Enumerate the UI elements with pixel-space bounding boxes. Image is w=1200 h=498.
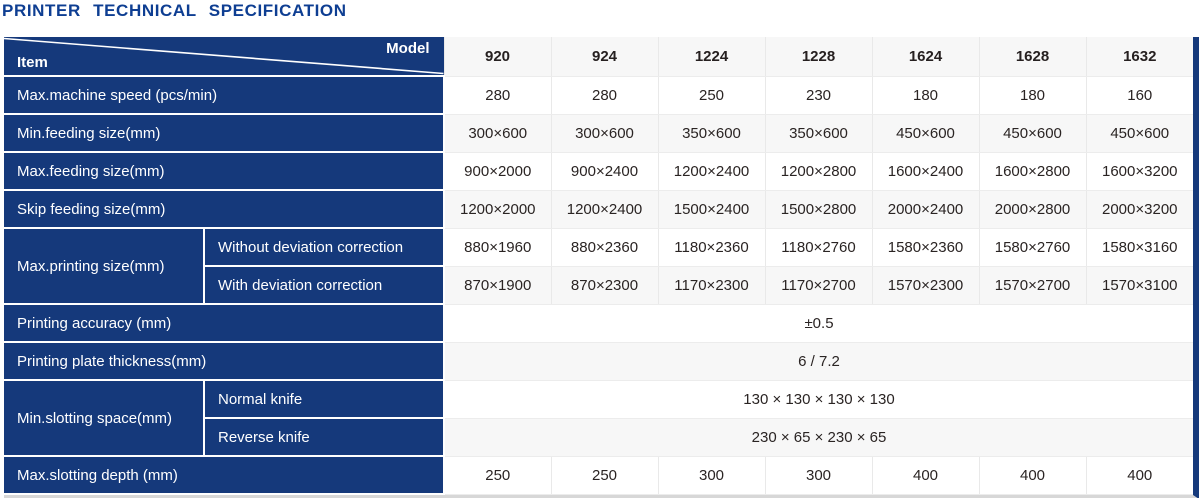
spec-value: 870×1900 xyxy=(443,266,551,305)
spec-value: 2000×2800 xyxy=(978,190,1086,229)
spec-value: 400 xyxy=(1085,456,1193,495)
spec-value: 1200×2000 xyxy=(443,190,551,229)
spec-value: 400 xyxy=(978,456,1086,495)
table-row: Printing plate thickness(mm) 6 / 7.2 xyxy=(4,342,1193,381)
spec-value: 1600×2800 xyxy=(978,152,1086,191)
table-row: Printing accuracy (mm) ±0.5 xyxy=(4,304,1193,343)
spec-value: 1180×2760 xyxy=(764,228,872,267)
spec-value: 250 xyxy=(550,456,658,495)
model-header: 1628 xyxy=(978,37,1086,77)
spec-value: 1200×2800 xyxy=(764,152,872,191)
diagonal-divider-line xyxy=(4,37,444,75)
spec-value: 160 xyxy=(1085,76,1193,115)
spec-value: 300×600 xyxy=(550,114,658,153)
spec-value: 870×2300 xyxy=(550,266,658,305)
spec-value: 450×600 xyxy=(978,114,1086,153)
spec-value: 300 xyxy=(764,456,872,495)
spec-value: 1600×3200 xyxy=(1085,152,1193,191)
model-header: 1224 xyxy=(657,37,765,77)
table-row: Min.slotting space(mm) Normal knife 130 … xyxy=(4,380,1193,457)
spec-value: 1580×2760 xyxy=(978,228,1086,267)
spec-value: 2000×2400 xyxy=(871,190,979,229)
table-row: Max.feeding size(mm) 900×2000 900×2400 1… xyxy=(4,152,1193,191)
spec-value: 300×600 xyxy=(443,114,551,153)
row-label: Skip feeding size(mm) xyxy=(4,190,445,229)
spec-value: 1200×2400 xyxy=(550,190,658,229)
row-sublabel: Reverse knife xyxy=(204,418,445,457)
spec-value-merged: 6 / 7.2 xyxy=(443,342,1193,381)
spec-value: 180 xyxy=(871,76,979,115)
spec-value: 250 xyxy=(443,456,551,495)
spec-value: 280 xyxy=(550,76,658,115)
row-sublabel: Normal knife xyxy=(204,380,445,419)
corner-model-label: Model xyxy=(386,40,430,57)
spec-value: 180 xyxy=(978,76,1086,115)
spec-value: 1570×3100 xyxy=(1085,266,1193,305)
spec-value: 400 xyxy=(871,456,979,495)
table-row: With deviation correction 870×1900 870×2… xyxy=(4,266,1193,305)
header-row: Item Model 920 924 1224 1228 1624 1628 1… xyxy=(4,37,1193,77)
spec-value: 1180×2360 xyxy=(657,228,765,267)
table-row: Max.printing size(mm) Without deviation … xyxy=(4,228,1193,305)
spec-value: 280 xyxy=(443,76,551,115)
spec-value: 900×2000 xyxy=(443,152,551,191)
row-label: Min.slotting space(mm) xyxy=(4,380,205,457)
spec-value-merged: 130 × 130 × 130 × 130 xyxy=(443,380,1193,419)
spec-value: 1570×2300 xyxy=(871,266,979,305)
corner-cell: Item Model xyxy=(4,37,444,77)
spec-value: 900×2400 xyxy=(550,152,658,191)
row-sublabel: Without deviation correction xyxy=(204,228,445,267)
model-header: 920 xyxy=(443,37,551,77)
row-label: Printing accuracy (mm) xyxy=(4,304,445,343)
spec-value: 300 xyxy=(657,456,765,495)
spec-value: 1600×2400 xyxy=(871,152,979,191)
table-row: Max.machine speed (pcs/min) 280 280 250 … xyxy=(4,76,1193,115)
page-title: PRINTER TECHNICAL SPECIFICATION xyxy=(2,1,347,20)
spec-value: 1170×2300 xyxy=(657,266,765,305)
corner-item-label: Item xyxy=(17,54,48,71)
spec-value: 350×600 xyxy=(764,114,872,153)
spec-value-merged: ±0.5 xyxy=(443,304,1193,343)
spec-value: 1580×2360 xyxy=(871,228,979,267)
model-header: 1228 xyxy=(764,37,872,77)
spec-value: 1580×3160 xyxy=(1085,228,1193,267)
table-row: Max.slotting depth (mm) 250 250 300 300 … xyxy=(4,456,1193,495)
row-sublabel: With deviation correction xyxy=(204,266,445,305)
row-label: Min.feeding size(mm) xyxy=(4,114,445,153)
spec-table: Item Model 920 924 1224 1228 1624 1628 1… xyxy=(4,37,1193,495)
spec-value: 250 xyxy=(657,76,765,115)
spec-value: 450×600 xyxy=(871,114,979,153)
spec-value: 880×1960 xyxy=(443,228,551,267)
spec-value: 1200×2400 xyxy=(657,152,765,191)
model-header: 924 xyxy=(550,37,658,77)
spec-value: 350×600 xyxy=(657,114,765,153)
spec-value: 1170×2700 xyxy=(764,266,872,305)
spec-value: 1570×2700 xyxy=(978,266,1086,305)
model-header: 1624 xyxy=(871,37,979,77)
spec-table-container: Item Model 920 924 1224 1228 1624 1628 1… xyxy=(4,37,1199,498)
spec-value-merged: 230 × 65 × 230 × 65 xyxy=(443,418,1193,457)
row-label: Max.feeding size(mm) xyxy=(4,152,445,191)
table-row: Min.feeding size(mm) 300×600 300×600 350… xyxy=(4,114,1193,153)
spec-value: 2000×3200 xyxy=(1085,190,1193,229)
row-label: Max.slotting depth (mm) xyxy=(4,456,445,495)
table-row: Reverse knife 230 × 65 × 230 × 65 xyxy=(4,418,1193,457)
spec-value: 450×600 xyxy=(1085,114,1193,153)
spec-value: 880×2360 xyxy=(550,228,658,267)
row-label: Printing plate thickness(mm) xyxy=(4,342,445,381)
model-header: 1632 xyxy=(1085,37,1193,77)
row-label: Max.machine speed (pcs/min) xyxy=(4,76,445,115)
spec-value: 230 xyxy=(764,76,872,115)
spec-value: 1500×2400 xyxy=(657,190,765,229)
row-label: Max.printing size(mm) xyxy=(4,228,205,305)
spec-value: 1500×2800 xyxy=(764,190,872,229)
table-row: Skip feeding size(mm) 1200×2000 1200×240… xyxy=(4,190,1193,229)
